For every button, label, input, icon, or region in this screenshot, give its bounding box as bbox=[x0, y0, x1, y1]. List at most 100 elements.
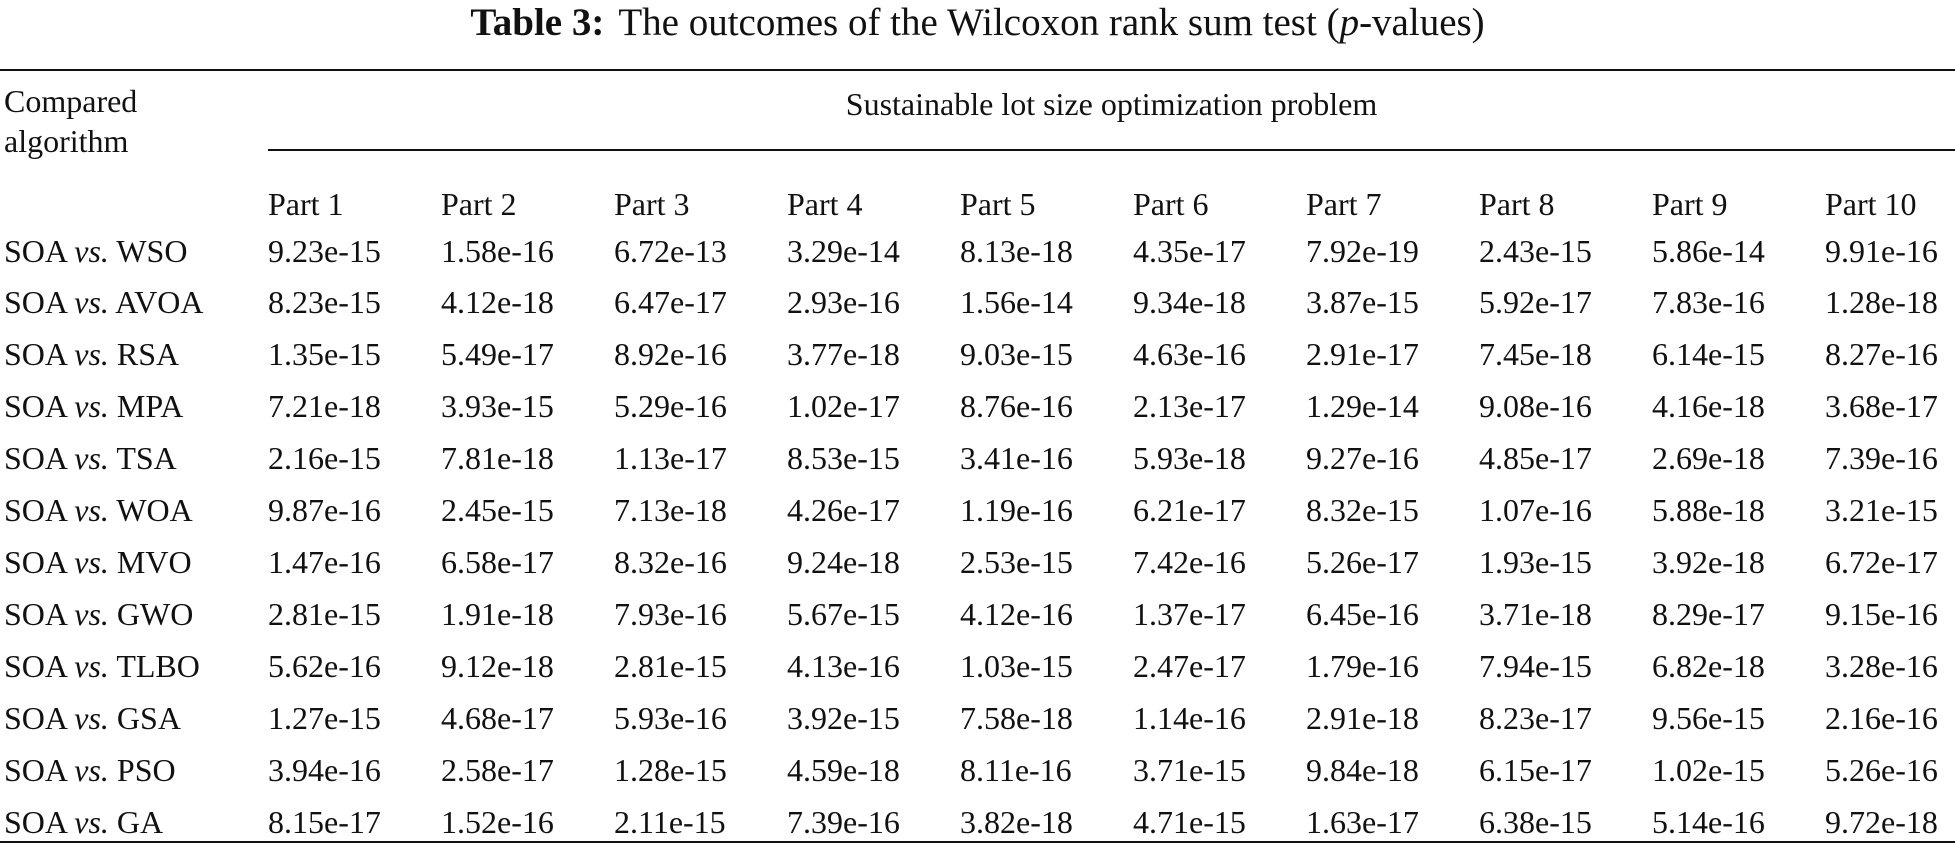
p-value-cell: 1.56e-14 bbox=[960, 284, 1073, 320]
vs-label: vs. bbox=[74, 336, 109, 372]
p-value-cell: 5.93e-16 bbox=[614, 700, 727, 736]
p-value-cell: 6.21e-17 bbox=[1133, 492, 1246, 528]
p-value-cell: 1.91e-18 bbox=[441, 596, 554, 632]
rival-algorithm: TLBO bbox=[116, 648, 200, 684]
table-row: SOA vs. AVOA 8.23e-15 4.12e-18 6.47e-17 2.93… bbox=[0, 276, 1955, 328]
base-algorithm: SOA bbox=[4, 440, 67, 476]
vs-label: vs. bbox=[74, 648, 109, 684]
column-header: Part 5 bbox=[960, 186, 1036, 222]
rival-algorithm: AVOA bbox=[115, 284, 204, 320]
p-value-cell: 6.72e-17 bbox=[1825, 544, 1938, 580]
p-value-cell: 4.71e-15 bbox=[1133, 804, 1246, 840]
vs-label: vs. bbox=[74, 492, 109, 528]
p-value-cell: 9.34e-18 bbox=[1133, 284, 1246, 320]
p-value-cell: 3.92e-18 bbox=[1652, 544, 1765, 580]
table-row: SOA vs. TSA 2.16e-15 7.81e-18 1.13e-17 8.53e… bbox=[0, 432, 1955, 484]
base-algorithm: SOA bbox=[4, 596, 67, 632]
p-value-cell: 2.13e-17 bbox=[1133, 388, 1246, 424]
p-value-cell: 2.11e-15 bbox=[614, 804, 726, 840]
p-value-cell: 5.86e-14 bbox=[1652, 233, 1765, 269]
table-caption: Table 3: The outcomes of the Wilcoxon ran… bbox=[0, 0, 1955, 46]
p-value-cell: 7.39e-16 bbox=[787, 804, 900, 840]
p-value-cell: 2.53e-15 bbox=[960, 544, 1073, 580]
compared-algorithm-cell: SOA vs. PSO bbox=[0, 744, 268, 796]
p-value-cell: 4.59e-18 bbox=[787, 752, 900, 788]
rival-algorithm: RSA bbox=[116, 336, 180, 372]
p-value-cell: 1.13e-17 bbox=[614, 440, 727, 476]
p-value-cell: 3.21e-15 bbox=[1825, 492, 1938, 528]
column-header-row: Part 1 Part 2 Part 3 Part 4 Part 5 Part … bbox=[0, 182, 1955, 226]
p-value-cell: 2.45e-15 bbox=[441, 492, 554, 528]
p-value-cell: 1.03e-15 bbox=[960, 648, 1073, 684]
p-value-cell: 3.93e-15 bbox=[441, 388, 554, 424]
compared-algorithm-header: Compared algorithm bbox=[4, 83, 138, 159]
p-value-cell: 4.16e-18 bbox=[1652, 388, 1765, 424]
p-value-cell: 3.41e-16 bbox=[960, 440, 1073, 476]
p-value-cell: 2.81e-15 bbox=[268, 596, 381, 632]
rival-algorithm: GSA bbox=[116, 700, 181, 736]
p-value-cell: 2.69e-18 bbox=[1652, 440, 1765, 476]
column-header: Part 6 bbox=[1133, 186, 1209, 222]
base-algorithm: SOA bbox=[4, 284, 67, 320]
p-value-cell: 7.39e-16 bbox=[1825, 440, 1938, 476]
column-header: Part 1 bbox=[268, 186, 344, 222]
table-row: SOA vs. GSA 1.27e-15 4.68e-17 5.93e-16 3.92e… bbox=[0, 692, 1955, 744]
p-value-cell: 9.23e-15 bbox=[268, 233, 381, 269]
p-value-cell: 7.45e-18 bbox=[1479, 336, 1592, 372]
vs-label: vs. bbox=[74, 544, 109, 580]
compared-algorithm-cell: SOA vs. MVO bbox=[0, 536, 268, 588]
compared-algorithm-cell: SOA vs. WSO bbox=[0, 226, 268, 276]
p-value-cell: 1.28e-15 bbox=[614, 752, 727, 788]
rival-algorithm: MPA bbox=[116, 388, 184, 424]
p-value-cell: 9.27e-16 bbox=[1306, 440, 1419, 476]
table-row: SOA vs. WSO 9.23e-15 1.58e-16 6.72e-13 3.29e… bbox=[0, 226, 1955, 276]
p-value-cell: 3.71e-18 bbox=[1479, 596, 1592, 632]
p-value-cell: 4.26e-17 bbox=[787, 492, 900, 528]
column-header: Part 7 bbox=[1306, 186, 1382, 222]
p-value-cell: 1.27e-15 bbox=[268, 700, 381, 736]
p-value-cell: 3.68e-17 bbox=[1825, 388, 1938, 424]
p-value-cell: 8.76e-16 bbox=[960, 388, 1073, 424]
compared-algorithm-cell: SOA vs. GSA bbox=[0, 692, 268, 744]
table-row: SOA vs. TLBO 5.62e-16 9.12e-18 2.81e-15 4.13… bbox=[0, 640, 1955, 692]
rival-algorithm: GWO bbox=[116, 596, 194, 632]
p-value-cell: 1.93e-15 bbox=[1479, 544, 1592, 580]
caption-text-end: -values) bbox=[1359, 1, 1485, 44]
base-algorithm: SOA bbox=[4, 544, 67, 580]
p-value-cell: 5.29e-16 bbox=[614, 388, 727, 424]
p-value-cell: 3.94e-16 bbox=[268, 752, 381, 788]
p-value-cell: 4.68e-17 bbox=[441, 700, 554, 736]
p-value-cell: 1.14e-16 bbox=[1133, 700, 1246, 736]
p-value-cell: 9.84e-18 bbox=[1306, 752, 1419, 788]
compared-algorithm-cell: SOA vs. TSA bbox=[0, 432, 268, 484]
p-value-cell: 2.16e-15 bbox=[268, 440, 381, 476]
column-group-title: Sustainable lot size optimization proble… bbox=[845, 86, 1378, 122]
column-header: Part 10 bbox=[1825, 186, 1917, 222]
p-value-cell: 2.91e-17 bbox=[1306, 336, 1419, 372]
column-header: Part 9 bbox=[1652, 186, 1728, 222]
column-header: Part 2 bbox=[441, 186, 517, 222]
p-value-cell: 6.47e-17 bbox=[614, 284, 727, 320]
p-value-cell: 1.02e-17 bbox=[787, 388, 900, 424]
column-header: Part 4 bbox=[787, 186, 863, 222]
p-value-cell: 8.92e-16 bbox=[614, 336, 727, 372]
p-value-cell: 7.93e-16 bbox=[614, 596, 727, 632]
compared-algorithm-cell: SOA vs. TLBO bbox=[0, 640, 268, 692]
p-value-cell: 8.11e-16 bbox=[960, 752, 1072, 788]
p-value-cell: 5.14e-16 bbox=[1652, 804, 1765, 840]
rival-algorithm: GA bbox=[116, 804, 164, 840]
p-value-cell: 4.12e-18 bbox=[441, 284, 554, 320]
top-rule bbox=[0, 69, 1955, 71]
p-value-cell: 5.88e-18 bbox=[1652, 492, 1765, 528]
p-value-cell: 8.32e-15 bbox=[1306, 492, 1419, 528]
p-value-cell: 5.92e-17 bbox=[1479, 284, 1592, 320]
rival-algorithm: PSO bbox=[116, 752, 176, 788]
p-value-cell: 4.35e-17 bbox=[1133, 233, 1246, 269]
p-value-cell: 7.92e-19 bbox=[1306, 233, 1419, 269]
base-algorithm: SOA bbox=[4, 804, 67, 840]
compared-algorithm-cell: SOA vs. GWO bbox=[0, 588, 268, 640]
p-value-cell: 6.45e-16 bbox=[1306, 596, 1419, 632]
p-value-cell: 7.13e-18 bbox=[614, 492, 727, 528]
vs-label: vs. bbox=[74, 804, 109, 840]
p-value-cell: 3.92e-15 bbox=[787, 700, 900, 736]
